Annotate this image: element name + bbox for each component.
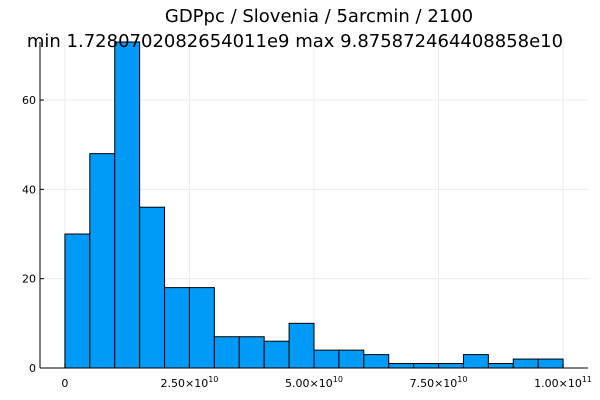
histogram-bar-18 xyxy=(512,358,539,369)
histogram-bar-12 xyxy=(363,354,390,369)
histogram-bar-10 xyxy=(313,349,340,369)
histogram-bar-16 xyxy=(462,354,489,369)
histogram-bar-5 xyxy=(188,287,215,369)
histogram-bar-14 xyxy=(413,363,440,369)
histogram-bar-13 xyxy=(388,363,415,369)
histogram-bar-7 xyxy=(238,336,265,369)
histogram-bar-17 xyxy=(487,363,514,369)
histogram-bar-9 xyxy=(288,322,315,369)
histogram-bar-3 xyxy=(139,206,166,369)
axes xyxy=(39,42,588,369)
y-tick-label-2: 40 xyxy=(22,183,36,196)
y-tick-label-0: 0 xyxy=(29,362,36,375)
histogram-bar-4 xyxy=(164,287,190,369)
chart-title-line-1: GDPpc / Slovenia / 5arcmin / 2100 xyxy=(165,6,473,27)
y-tick-label-3: 60 xyxy=(22,94,36,107)
y-tick-label-1: 20 xyxy=(22,273,36,286)
histogram-bar-6 xyxy=(213,336,240,369)
histogram-bars xyxy=(64,41,564,369)
histogram-bar-0 xyxy=(64,233,91,369)
x-tick-label-0: 0 xyxy=(61,377,68,390)
histogram-bar-2 xyxy=(114,41,141,369)
x-tick-label-1: 2.50×1010 xyxy=(161,375,219,390)
x-tick-label-3: 7.50×1010 xyxy=(410,375,468,390)
x-tick-label-2: 5.00×1010 xyxy=(285,375,343,390)
histogram-bar-11 xyxy=(338,349,365,369)
x-tick-label-4: 1.00×1011 xyxy=(534,375,592,390)
histogram-bar-15 xyxy=(438,363,464,369)
chart-title-line-2: min 1.7280702082654011e9 max 9.875872464… xyxy=(27,31,563,52)
histogram-bar-8 xyxy=(263,340,290,369)
histogram-bar-1 xyxy=(89,153,116,369)
tick-labels: 0 20 40 60 0 2.50×1010 5.00×1010 7.50×1010 1.00×… xyxy=(22,94,592,390)
histogram-bar-19 xyxy=(537,358,564,369)
